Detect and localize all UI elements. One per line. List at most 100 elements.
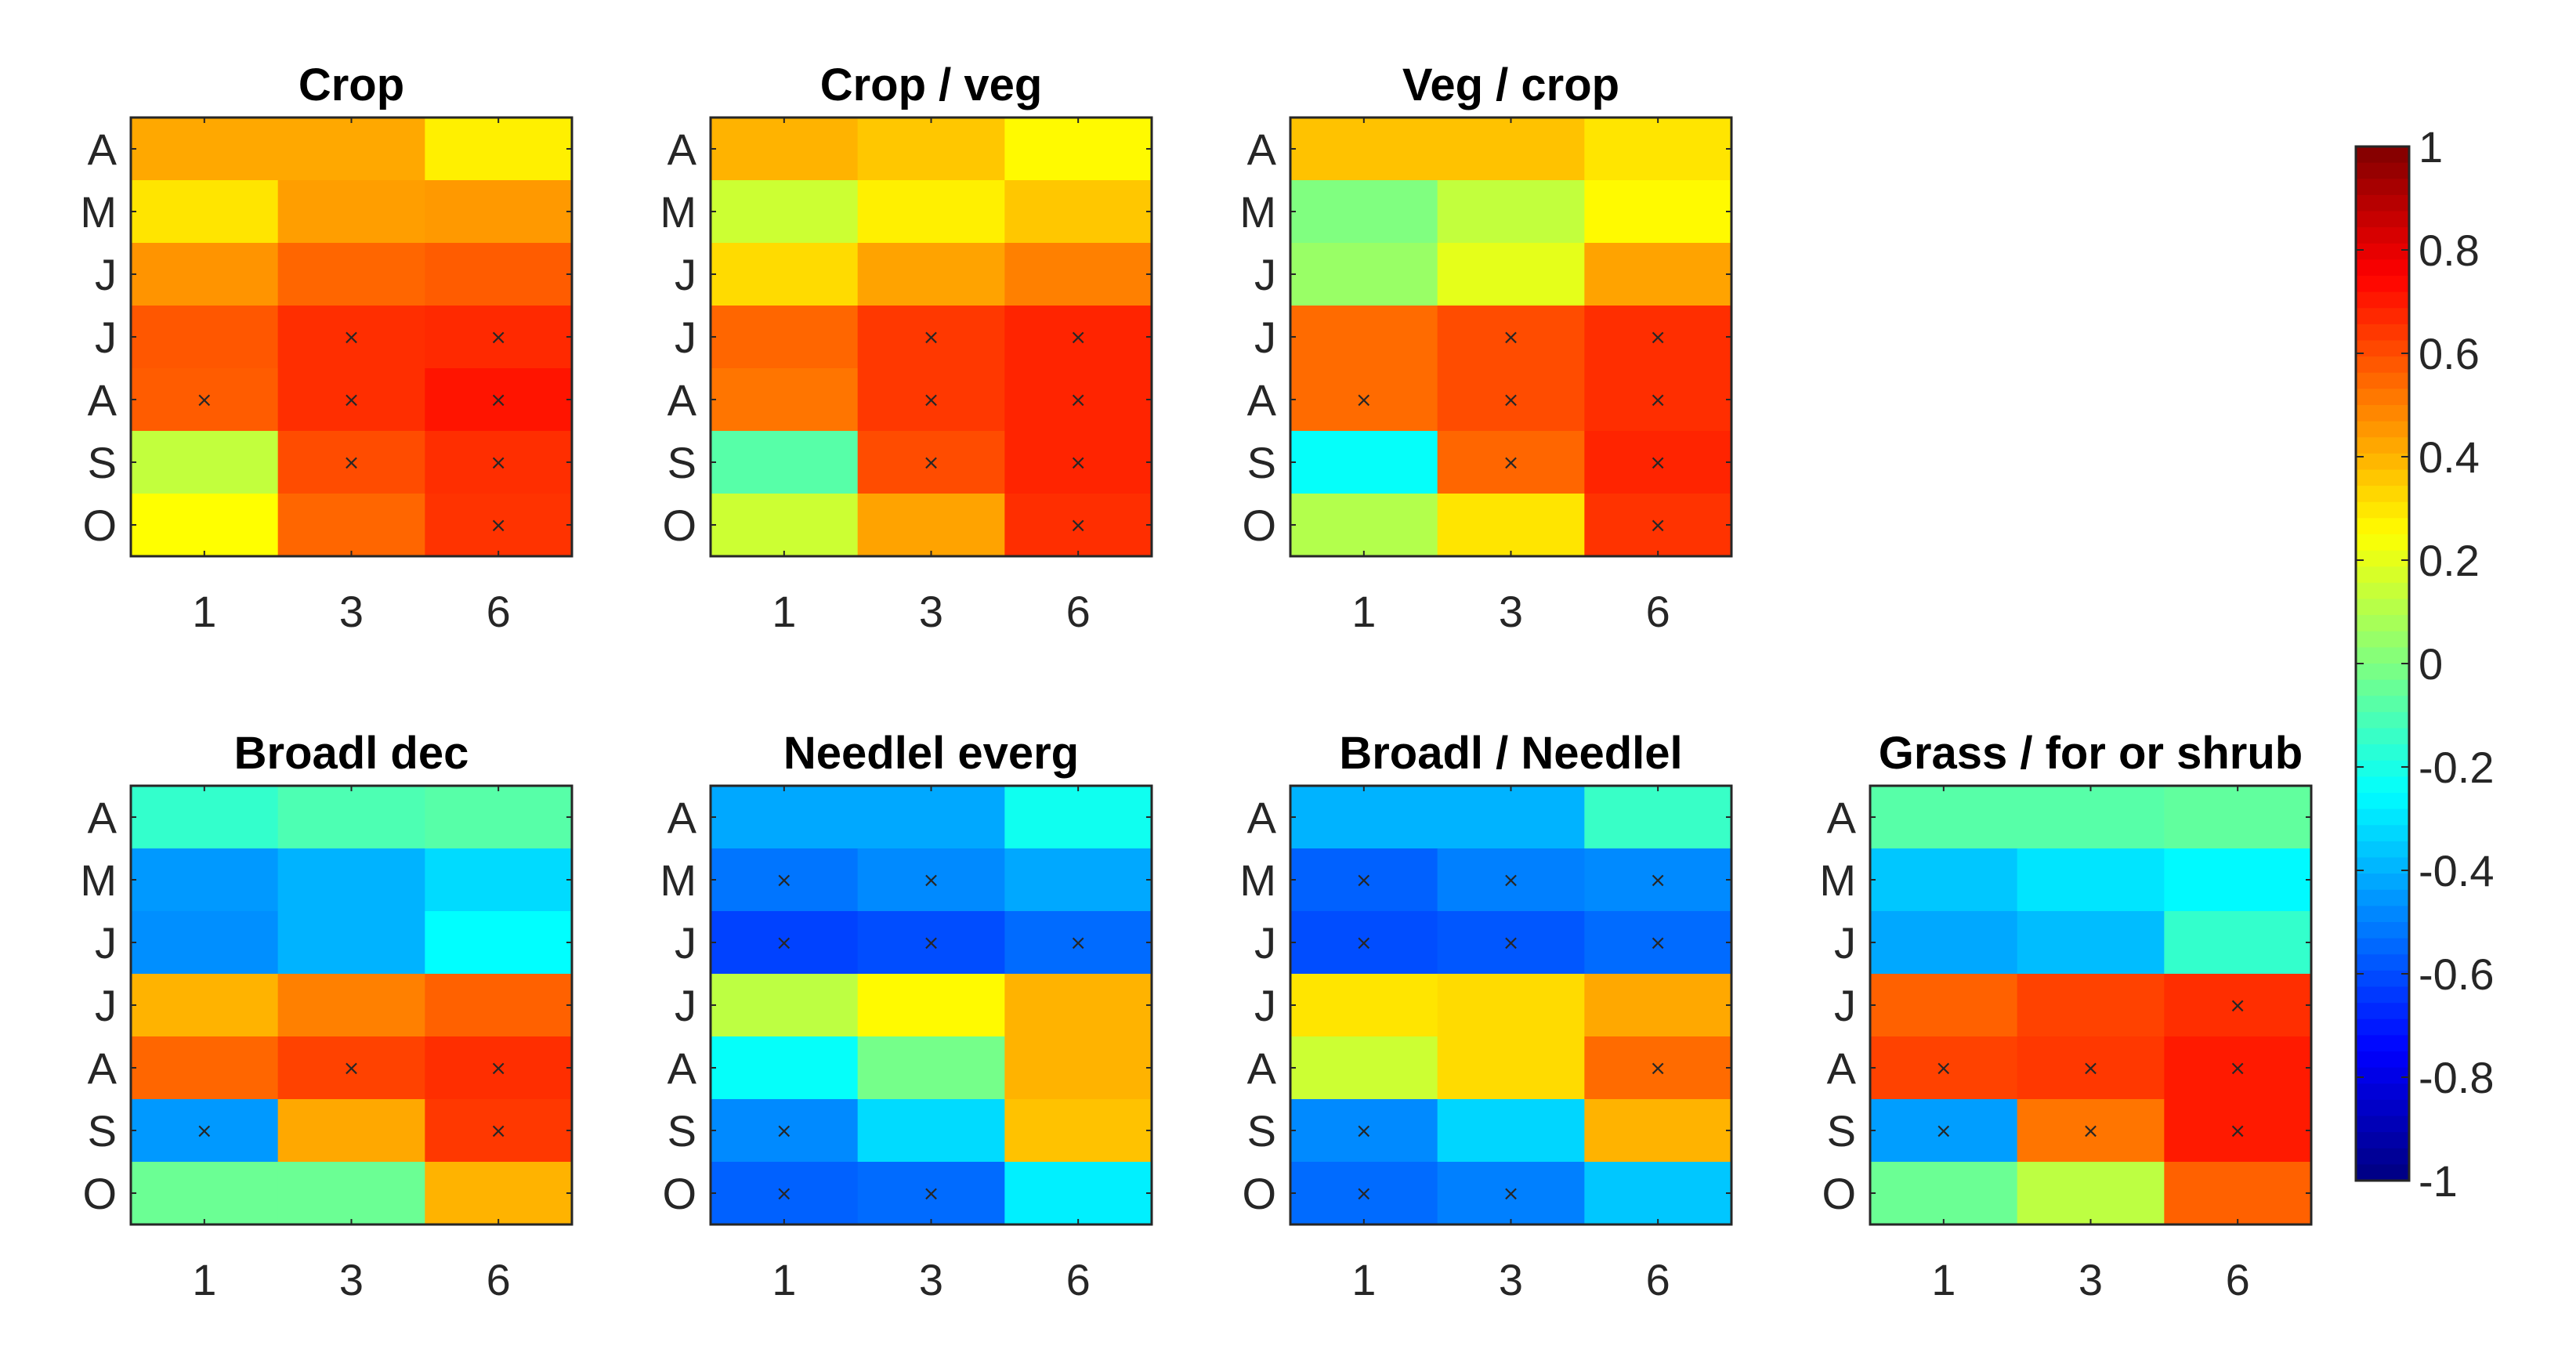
x-tick-label: 6 [1646, 587, 1670, 636]
heatmap-cell [131, 1099, 279, 1163]
colorbar-tick-label: 0.4 [2419, 432, 2480, 482]
significance-marker: × [923, 326, 940, 349]
heatmap-cell [425, 243, 573, 306]
heatmap-cell [2017, 974, 2165, 1037]
y-tick-label: J [1254, 313, 1276, 362]
heatmap-cell [711, 848, 859, 912]
heatmap-cell [711, 494, 859, 557]
heatmap-cell [277, 243, 425, 306]
significance-marker: × [1503, 389, 1520, 412]
heatmap-cell [131, 911, 279, 975]
panel-title: Veg / crop [1402, 60, 1619, 110]
heatmap-cell [1437, 911, 1585, 975]
heatmap-cell [1290, 1099, 1438, 1163]
y-tick-label: J [675, 313, 696, 362]
colorbar-segment [2356, 146, 2409, 164]
colorbar-segment [2356, 1116, 2409, 1133]
heatmap-cell [857, 431, 1005, 494]
colorbar-segment [2356, 356, 2409, 374]
heatmap-cell [1437, 180, 1585, 244]
y-tick-label: M [1239, 855, 1276, 905]
x-tick-label: 3 [2079, 1255, 2103, 1304]
heatmap-cell [2164, 1162, 2312, 1225]
y-tick-label: J [95, 313, 117, 362]
y-tick-label: O [1822, 1169, 1856, 1218]
colorbar-segment [2356, 308, 2409, 325]
significance-marker: × [490, 1057, 507, 1080]
heatmap-cell [1004, 1099, 1152, 1163]
heatmap-cell [1004, 1036, 1152, 1100]
colorbar-segment [2356, 566, 2409, 584]
heatmap-cell [1584, 1036, 1732, 1100]
x-tick-label: 6 [1066, 1255, 1091, 1304]
significance-marker: × [196, 389, 213, 412]
heatmap-cell [2017, 786, 2165, 849]
heatmap-cell [1584, 848, 1732, 912]
significance-marker: × [490, 1119, 507, 1143]
x-tick-label: 1 [1351, 587, 1376, 636]
heatmap-cell [277, 1099, 425, 1163]
heatmap-cell [425, 368, 573, 432]
y-tick-label: S [668, 438, 696, 487]
y-tick-label: J [95, 918, 117, 968]
colorbar-segment [2356, 534, 2409, 552]
heatmap-cell [2164, 974, 2312, 1037]
heatmap-cell [277, 180, 425, 244]
colorbar-segment [2356, 906, 2409, 923]
colorbar-tick-label: -1 [2419, 1156, 2458, 1206]
significance-marker: × [1649, 326, 1666, 349]
x-tick-label: 6 [487, 1255, 511, 1304]
heatmap-cell [131, 786, 279, 849]
colorbar-segment [2356, 664, 2409, 681]
heatmap-cell [857, 306, 1005, 369]
heatmap-cell [857, 974, 1005, 1037]
heatmap-cell [857, 368, 1005, 432]
colorbar-segment [2356, 874, 2409, 891]
y-tick-label: J [675, 981, 696, 1030]
heatmap-cell [2164, 911, 2312, 975]
heatmap-cell [1004, 911, 1152, 975]
x-tick-label: 1 [192, 1255, 216, 1304]
heatmap-cell [711, 368, 859, 432]
significance-marker: × [1355, 1119, 1373, 1143]
colorbar-segment [2356, 372, 2409, 390]
heatmap-cell [1004, 118, 1152, 181]
colorbar-tick-label: -0.2 [2419, 743, 2495, 792]
y-tick-label: O [662, 1169, 696, 1218]
heatmap-cell [425, 974, 573, 1037]
significance-marker: × [1069, 389, 1087, 412]
colorbar-segment [2356, 1067, 2409, 1085]
x-tick-label: 3 [1499, 1255, 1523, 1304]
y-tick-label: A [1247, 1044, 1277, 1093]
significance-marker: × [343, 389, 360, 412]
y-tick-label: J [1254, 918, 1276, 968]
significance-marker: × [2229, 1057, 2246, 1080]
significance-marker: × [343, 326, 360, 349]
heatmap-cell [857, 1099, 1005, 1163]
colorbar-segment [2356, 728, 2409, 745]
y-tick-label: S [88, 438, 117, 487]
colorbar-segment [2356, 679, 2409, 697]
heatmap-cell [711, 243, 859, 306]
colorbar-segment [2356, 1051, 2409, 1069]
colorbar-segment [2356, 1083, 2409, 1101]
heatmap-cell [711, 1162, 859, 1225]
y-tick-label: O [82, 1169, 117, 1218]
heatmap-cell [425, 118, 573, 181]
significance-marker: × [1069, 451, 1087, 475]
heatmap-cell [1290, 911, 1438, 975]
colorbar-segment [2356, 194, 2409, 212]
significance-marker: × [343, 451, 360, 475]
heatmap-cell [277, 306, 425, 369]
significance-marker: × [490, 514, 507, 537]
y-tick-label: A [88, 793, 118, 842]
colorbar-segment [2356, 744, 2409, 761]
heatmap-cell [1437, 1036, 1585, 1100]
y-tick-label: J [675, 250, 696, 299]
significance-marker: × [1649, 389, 1666, 412]
colorbar-segment [2356, 776, 2409, 794]
colorbar-segment [2356, 889, 2409, 907]
y-tick-label: M [660, 187, 696, 237]
